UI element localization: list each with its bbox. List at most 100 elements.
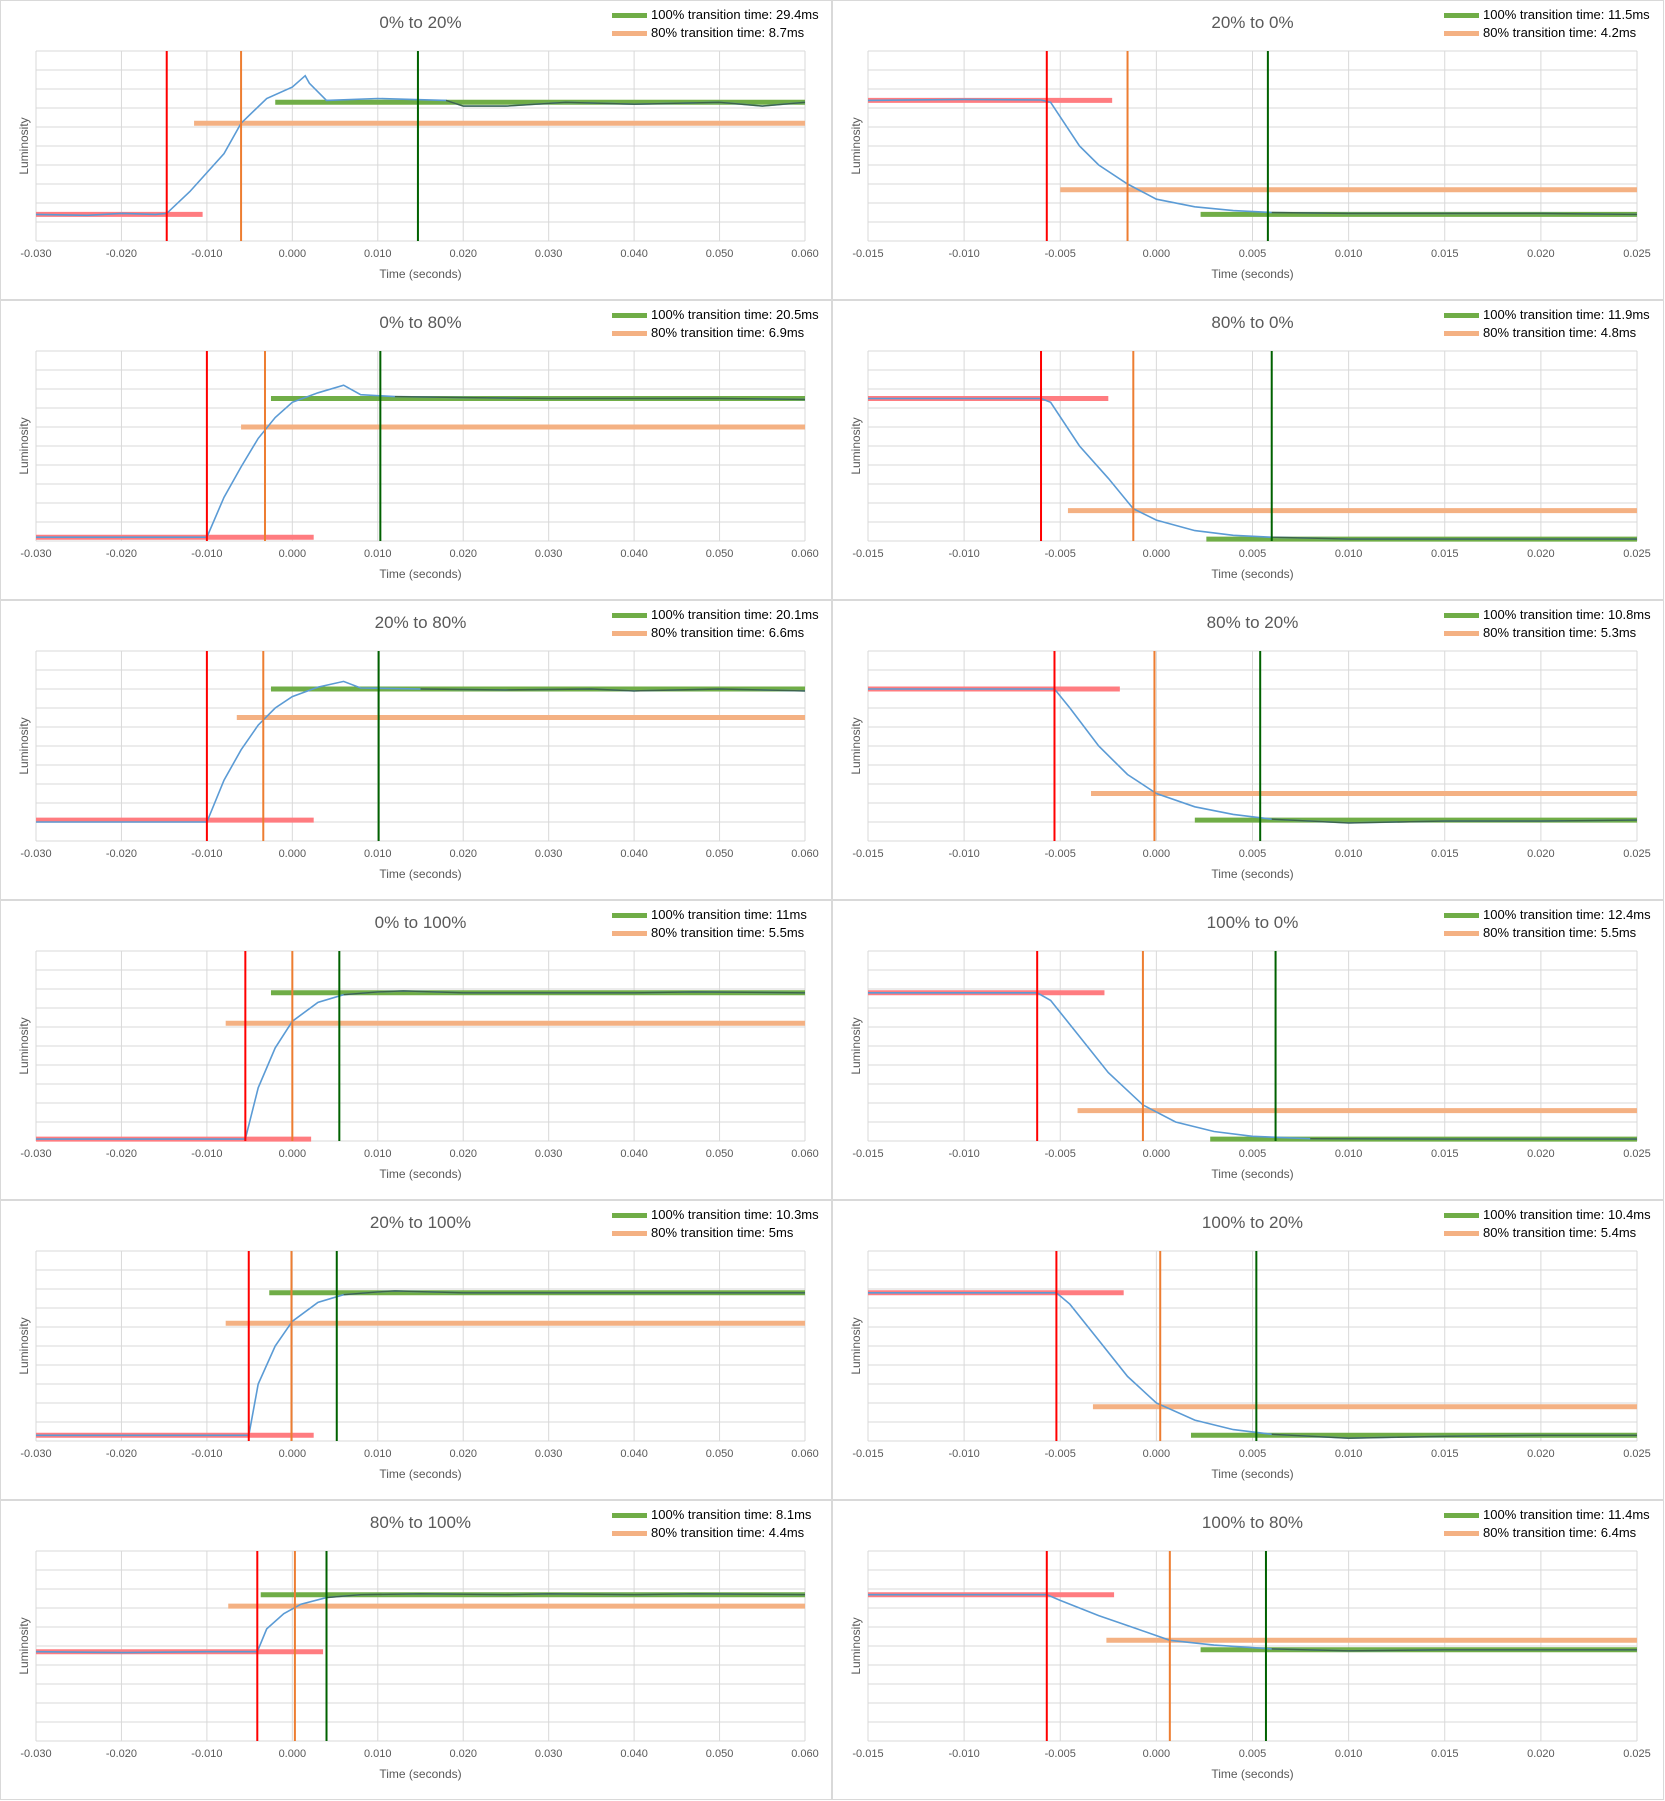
x-tick-label: 0.050 xyxy=(706,1148,734,1160)
x-tick-label: 0.010 xyxy=(364,548,392,560)
x-tick-label: -0.010 xyxy=(949,848,980,860)
legend-swatch xyxy=(1444,913,1479,918)
x-tick-label: 0.060 xyxy=(791,848,819,860)
legend-label: 100% transition time: 29.4ms xyxy=(651,7,819,22)
x-tick-label: 0.040 xyxy=(620,1148,648,1160)
x-tick-label: -0.010 xyxy=(949,1448,980,1460)
y-axis-label: Luminosity xyxy=(17,417,31,474)
x-tick-label: 0.040 xyxy=(620,1748,648,1760)
x-tick-label: 0.020 xyxy=(1527,1748,1555,1760)
x-axis-label: Time (seconds) xyxy=(379,267,461,281)
x-tick-label: -0.010 xyxy=(949,248,980,260)
x-tick-label: 0.005 xyxy=(1239,1148,1267,1160)
x-tick-label: 0.005 xyxy=(1239,848,1267,860)
x-tick-label: 0.020 xyxy=(1527,548,1555,560)
legend-swatch xyxy=(1444,331,1479,336)
x-tick-label: -0.005 xyxy=(1045,1448,1076,1460)
x-tick-label: 0.025 xyxy=(1623,1448,1651,1460)
legend-label: 100% transition time: 10.4ms xyxy=(1483,1207,1651,1222)
legend-label: 80% transition time: 5.5ms xyxy=(651,925,805,940)
x-tick-label: 0.015 xyxy=(1431,848,1459,860)
x-tick-label: 0.040 xyxy=(620,848,648,860)
y-axis-label: Luminosity xyxy=(849,717,863,774)
x-tick-label: -0.005 xyxy=(1045,1148,1076,1160)
legend-swatch xyxy=(1444,13,1479,18)
x-tick-label: 0.010 xyxy=(1335,548,1363,560)
x-axis-label: Time (seconds) xyxy=(1211,267,1293,281)
x-tick-label: -0.010 xyxy=(191,1148,222,1160)
legend-swatch xyxy=(1444,1513,1479,1518)
chart-title: 20% to 80% xyxy=(375,613,467,632)
x-axis-label: Time (seconds) xyxy=(1211,1167,1293,1181)
x-tick-label: -0.030 xyxy=(20,848,51,860)
x-tick-label: -0.010 xyxy=(949,1748,980,1760)
x-tick-label: 0.005 xyxy=(1239,1748,1267,1760)
x-tick-label: 0.020 xyxy=(449,248,477,260)
legend-swatch xyxy=(1444,931,1479,936)
x-tick-label: -0.010 xyxy=(949,548,980,560)
y-axis-label: Luminosity xyxy=(17,717,31,774)
x-tick-label: -0.010 xyxy=(191,1748,222,1760)
x-tick-label: 0.000 xyxy=(279,1748,307,1760)
legend-swatch xyxy=(1444,613,1479,618)
x-tick-label: 0.025 xyxy=(1623,548,1651,560)
legend-label: 80% transition time: 5ms xyxy=(651,1225,794,1240)
x-tick-label: 0.040 xyxy=(620,548,648,560)
chart-title: 80% to 20% xyxy=(1207,613,1299,632)
legend-label: 100% transition time: 8.1ms xyxy=(651,1507,812,1522)
x-tick-label: -0.020 xyxy=(106,248,137,260)
x-tick-label: 0.025 xyxy=(1623,248,1651,260)
x-tick-label: 0.060 xyxy=(791,1748,819,1760)
legend-label: 80% transition time: 6.9ms xyxy=(651,325,805,340)
x-tick-label: 0.050 xyxy=(706,248,734,260)
x-tick-label: -0.010 xyxy=(191,248,222,260)
legend-label: 100% transition time: 11.5ms xyxy=(1483,7,1650,22)
legend-label: 100% transition time: 10.8ms xyxy=(1483,607,1651,622)
x-axis-label: Time (seconds) xyxy=(379,1167,461,1181)
chart-title: 0% to 80% xyxy=(379,313,461,332)
chart-title: 100% to 20% xyxy=(1202,1213,1303,1232)
x-tick-label: 0.005 xyxy=(1239,248,1267,260)
x-tick-label: -0.020 xyxy=(106,1448,137,1460)
legend-swatch xyxy=(612,1213,647,1218)
chart-title: 80% to 100% xyxy=(370,1513,471,1532)
x-axis-label: Time (seconds) xyxy=(379,1467,461,1481)
x-tick-label: 0.015 xyxy=(1431,1148,1459,1160)
legend-swatch xyxy=(612,1231,647,1236)
x-tick-label: 0.025 xyxy=(1623,1148,1651,1160)
x-tick-label: -0.010 xyxy=(949,1148,980,1160)
x-tick-label: 0.020 xyxy=(449,1448,477,1460)
chart-title: 100% to 80% xyxy=(1202,1513,1303,1532)
y-axis-label: Luminosity xyxy=(17,1317,31,1374)
y-axis-label: Luminosity xyxy=(849,1317,863,1374)
chart-title: 20% to 100% xyxy=(370,1213,471,1232)
x-tick-label: 0.010 xyxy=(1335,1148,1363,1160)
x-tick-label: 0.010 xyxy=(364,248,392,260)
chart-title: 20% to 0% xyxy=(1211,13,1293,32)
x-tick-label: -0.005 xyxy=(1045,1748,1076,1760)
x-tick-label: 0.050 xyxy=(706,548,734,560)
legend-swatch xyxy=(1444,1531,1479,1536)
x-tick-label: 0.030 xyxy=(535,248,563,260)
x-axis-label: Time (seconds) xyxy=(379,1767,461,1781)
x-tick-label: 0.000 xyxy=(279,248,307,260)
x-tick-label: -0.015 xyxy=(852,1448,883,1460)
x-tick-label: -0.020 xyxy=(106,548,137,560)
y-axis-label: Luminosity xyxy=(849,1017,863,1074)
x-tick-label: -0.030 xyxy=(20,1748,51,1760)
x-tick-label: 0.060 xyxy=(791,1148,819,1160)
x-tick-label: -0.005 xyxy=(1045,248,1076,260)
x-tick-label: 0.025 xyxy=(1623,848,1651,860)
x-tick-label: 0.030 xyxy=(535,848,563,860)
x-tick-label: 0.020 xyxy=(1527,1148,1555,1160)
